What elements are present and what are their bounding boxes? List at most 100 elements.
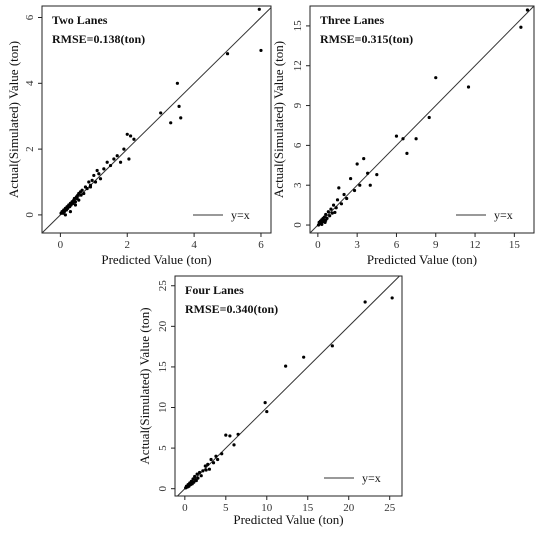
data-point [375,172,379,177]
data-point [211,461,216,465]
legend-label: y=x [362,471,381,485]
x-axis-title: Predicted Value (ton) [101,252,211,267]
y-tick-label: 0 [24,212,36,218]
y-equals-x-line [309,5,535,234]
data-point [159,111,163,115]
x-tick-label: 15 [509,239,521,251]
data-point [207,467,212,471]
rmse-annotation: RMSE=0.340(ton) [185,302,278,316]
data-point [128,134,133,138]
y-tick-label: 4 [24,80,36,86]
y-tick-label: 3 [292,182,304,188]
data-point [179,116,183,120]
data-point [330,344,334,348]
data-point [193,474,197,479]
data-point [193,478,198,482]
y-tick-label: 5 [157,445,169,451]
data-point [127,157,131,161]
data-point [330,211,334,215]
data-point [79,193,83,197]
y-tick-label: 2 [24,146,36,152]
x-tick-label: 12 [470,239,481,251]
data-point [206,462,210,466]
data-point [257,7,261,11]
data-point [228,434,232,438]
panel-title: Two Lanes [52,13,108,27]
data-point [363,300,367,304]
data-point [366,171,370,175]
data-point [90,178,94,182]
data-point [355,162,359,166]
data-point [204,468,208,472]
data-point [345,196,349,201]
x-tick-label: 15 [302,502,314,514]
data-point [175,81,179,85]
data-point [232,443,236,447]
data-point [195,472,199,476]
data-point [334,206,338,210]
data-point [73,200,78,204]
data-point [390,296,394,300]
y-equals-x-line [177,275,400,497]
x-tick-label: 10 [261,502,273,514]
x-tick-label: 6 [394,239,400,251]
plot-frame [41,5,272,234]
data-point [187,483,191,488]
x-axis-title: Predicted Value (ton) [367,252,477,267]
data-point [284,364,288,368]
x-tick-label: 6 [258,239,264,251]
data-point [368,183,372,187]
data-point [333,210,337,215]
data-point [189,479,193,483]
data-point [68,210,73,214]
data-point [98,177,103,181]
chart-panel-3: 0 5 10 15 20 25 0 5 10 15 20 25 Four Lanes RMSE=0.340… [137,275,403,527]
plot-frame [174,275,403,497]
y-tick-label: 20 [157,320,169,332]
data-point [77,198,81,202]
legend-label: y=x [231,208,250,222]
data-point [322,215,327,219]
data-point [337,186,341,190]
data-point [220,452,224,456]
y-tick-label: 0 [157,485,169,491]
data-point [73,203,78,207]
data-point [335,198,340,202]
x-tick-label: 20 [343,502,355,514]
rmse-annotation: RMSE=0.315(ton) [320,32,413,46]
data-point [394,134,399,138]
data-point [224,433,228,437]
x-tick-label: 0 [182,502,188,514]
data-point [225,52,230,56]
x-tick-label: 9 [433,239,439,251]
data-point [197,470,202,475]
data-point [362,157,366,161]
data-point [331,203,336,207]
data-point [122,147,126,151]
data-point [324,212,328,217]
data-point [328,214,332,218]
data-point [108,163,113,168]
x-tick-label: 5 [223,502,229,514]
data-point [177,104,181,108]
data-point [85,186,89,191]
y-axis-title: Actual(Simulated) Value (ton) [6,41,21,198]
y-tick-label: 25 [157,280,169,292]
data-point [519,25,523,29]
y-tick-label: 6 [292,142,304,148]
data-point [324,218,328,222]
x-tick-label: 2 [124,239,130,251]
panel-title: Four Lanes [185,283,244,297]
chart-panel-2: 0 3 6 9 12 15 0 3 6 9 12 15 Three Lanes RMSE=0.315(to… [271,5,535,267]
data-point [203,464,207,468]
data-point [342,192,346,197]
data-point [263,401,267,405]
data-point [302,355,306,359]
data-point [132,137,136,141]
y-tick-label: 0 [292,222,304,228]
data-point [216,457,220,462]
data-point [82,191,86,196]
y-axis-title: Actual(Simulated) Value (ton) [137,307,152,464]
data-point [192,480,196,484]
data-point [339,202,344,206]
